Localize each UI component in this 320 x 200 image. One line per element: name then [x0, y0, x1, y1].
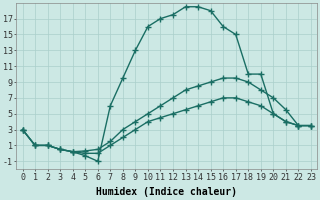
X-axis label: Humidex (Indice chaleur): Humidex (Indice chaleur): [96, 187, 237, 197]
